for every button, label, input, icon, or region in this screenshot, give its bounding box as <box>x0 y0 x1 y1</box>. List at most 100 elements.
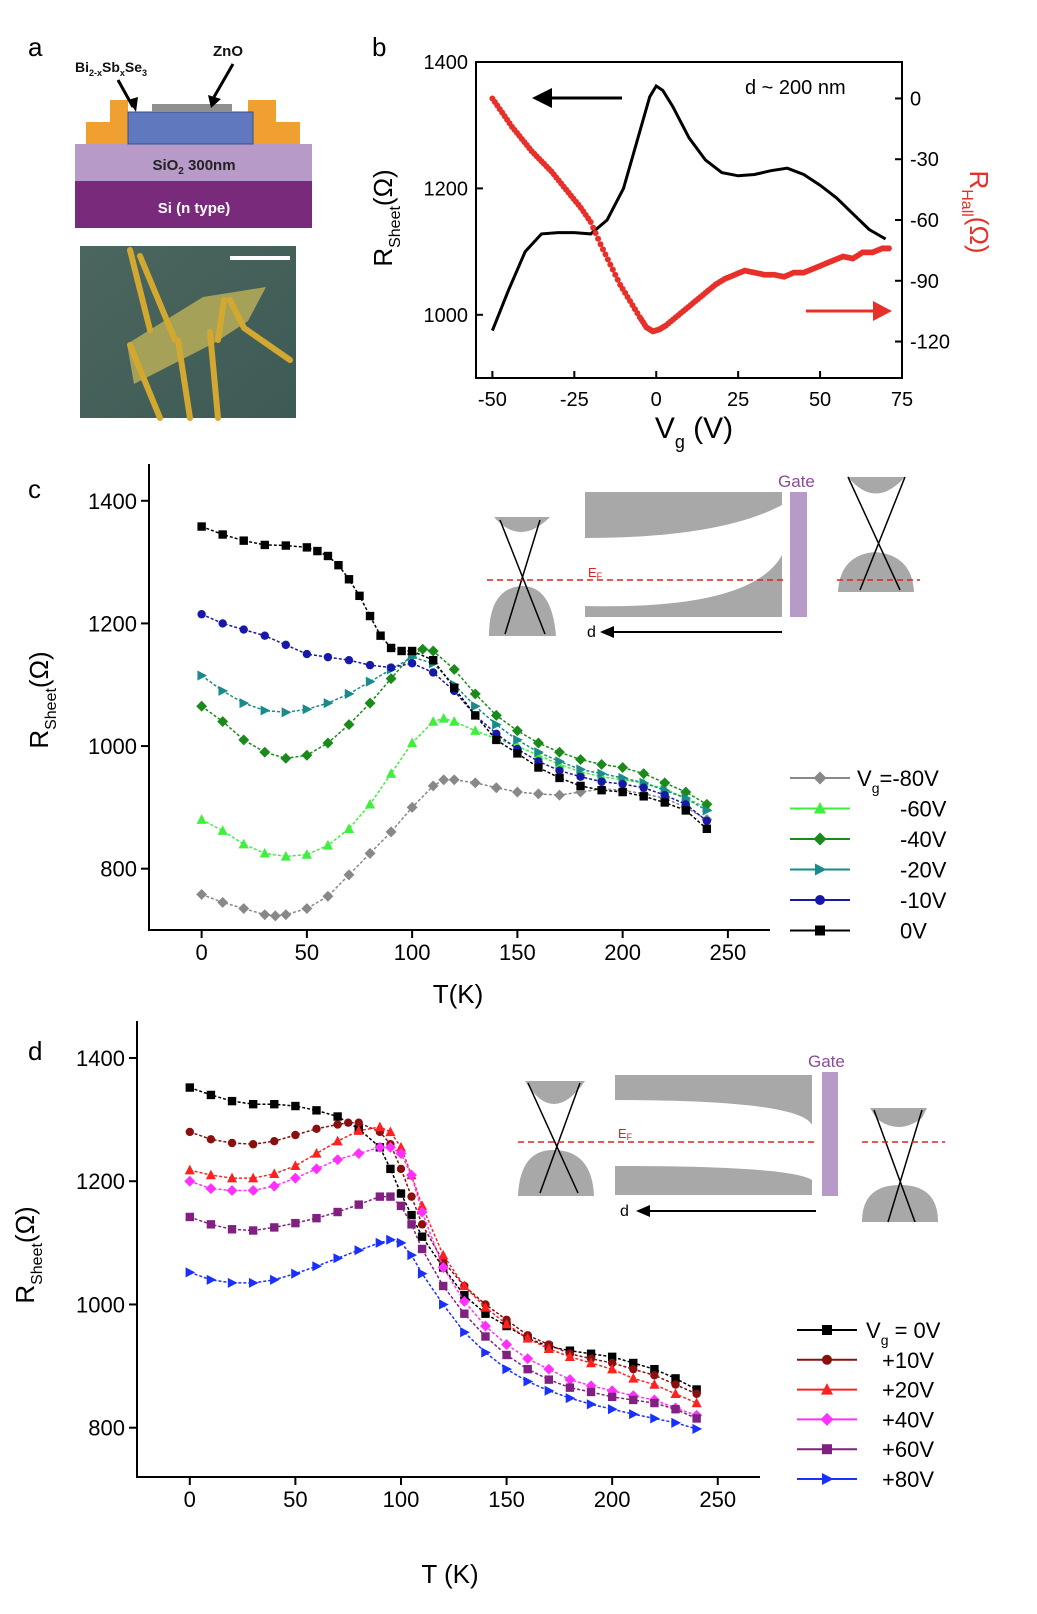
b-rhall-point <box>599 246 606 253</box>
d-data-point <box>185 1127 194 1137</box>
d-data-point <box>291 1218 300 1228</box>
material-pointer-head <box>128 97 138 112</box>
c-data-point <box>323 551 333 561</box>
d-data-point <box>270 1274 280 1285</box>
d-data-point <box>385 1126 396 1137</box>
sio2-layer <box>75 144 312 181</box>
d-data-point <box>564 1351 575 1362</box>
d-data-point <box>354 1118 363 1127</box>
b-y2-tick-label: -90 <box>910 271 939 293</box>
d-data-point <box>386 1192 395 1201</box>
d-y-axis-label: RSheet(Ω) <box>10 1206 46 1303</box>
b-rhall-point <box>612 271 619 278</box>
c-series-line <box>201 717 708 858</box>
d-legend-label: +40V <box>882 1407 934 1432</box>
d-d-label: d <box>620 1203 629 1220</box>
c-legend-marker <box>815 925 825 936</box>
d-data-point <box>607 1404 618 1415</box>
d-data-point <box>480 1302 491 1312</box>
d-data-point <box>479 1320 491 1332</box>
b-y2-tick-label: -30 <box>910 149 939 171</box>
c-data-point <box>575 786 587 798</box>
d-y-tick-label: 1200 <box>76 1169 125 1194</box>
c-data-point <box>471 701 481 712</box>
d-y-tick-label: 1400 <box>76 1046 125 1071</box>
d-legend-marker <box>821 1383 833 1395</box>
d-legend-label: Vg = 0V <box>866 1318 941 1348</box>
sio2-label: SiO2 300nm <box>152 157 235 177</box>
d-data-point <box>459 1280 470 1291</box>
d-data-point <box>312 1213 321 1223</box>
d-data-point <box>650 1364 659 1374</box>
b-y-tick-label: 1200 <box>424 178 469 200</box>
c-data-point <box>281 707 292 718</box>
d-data-point <box>586 1357 597 1368</box>
c-data-point <box>575 754 587 766</box>
c-data-point <box>365 660 375 670</box>
d-data-point <box>417 1220 427 1229</box>
d-data-point <box>439 1299 449 1310</box>
c-data-point <box>302 649 312 659</box>
d-data-point <box>438 1249 449 1260</box>
c-series-5 <box>197 522 712 834</box>
d-data-point <box>353 1125 364 1135</box>
c-data-point <box>471 711 480 720</box>
si-label: Si (n type) <box>158 200 231 217</box>
d-data-point <box>291 1130 300 1140</box>
c-data-point <box>576 781 585 791</box>
d-data-point <box>270 1136 279 1146</box>
c-x-tick-label: 150 <box>499 940 536 965</box>
c-data-point <box>448 774 460 786</box>
c-data-point <box>680 786 692 798</box>
d-data-point <box>206 1220 216 1229</box>
d-data-point <box>270 1099 279 1109</box>
d-data-point <box>395 1141 407 1152</box>
c-data-point <box>280 850 291 861</box>
c-data-point <box>238 838 249 849</box>
c-data-point <box>597 777 606 786</box>
c-data-point <box>238 734 250 746</box>
d-data-point <box>523 1364 532 1374</box>
d-legend-label: +20V <box>882 1378 934 1403</box>
d-data-point <box>543 1343 554 1354</box>
d-data-point <box>374 1141 386 1153</box>
c-data-point <box>596 758 608 770</box>
d-legend-marker <box>822 1325 832 1335</box>
d-data-point <box>333 1207 342 1217</box>
c-data-point <box>513 749 522 758</box>
b-rhall-point <box>614 276 621 283</box>
c-data-point <box>344 688 355 699</box>
d-data-point <box>501 1339 513 1350</box>
d-data-point <box>375 1192 385 1201</box>
c-series-0 <box>196 774 713 922</box>
b-x-tick-label: -25 <box>560 389 589 411</box>
c-data-point <box>639 792 648 801</box>
b-x-tick-label: -50 <box>478 389 507 411</box>
c-data-point <box>280 909 292 921</box>
d-data-point <box>607 1363 618 1374</box>
d-data-point <box>650 1371 659 1380</box>
d-data-point <box>650 1413 660 1424</box>
d-data-point <box>205 1169 216 1180</box>
c-data-point <box>427 645 439 657</box>
c-data-point <box>323 698 334 709</box>
b-x-tick-label: 75 <box>891 389 913 411</box>
c-series-2 <box>196 643 713 810</box>
c-data-point <box>364 697 376 709</box>
d-legend-label: +10V <box>882 1348 934 1373</box>
c-data-point <box>407 659 417 668</box>
plot-d-axes <box>136 1021 760 1478</box>
d-data-point <box>629 1409 639 1420</box>
c-left-cone-lower <box>489 586 556 636</box>
d-data-point <box>522 1332 533 1343</box>
si-substrate-layer <box>75 181 312 228</box>
b-rhall-point <box>590 224 597 231</box>
c-data-point <box>555 766 564 775</box>
d-data-point <box>268 1180 280 1192</box>
d-legend-label: +60V <box>882 1437 934 1462</box>
d-data-point <box>291 1268 301 1279</box>
d-data-point <box>332 1135 343 1146</box>
device-micrograph <box>80 246 296 421</box>
d-data-point <box>205 1183 217 1195</box>
d-data-point <box>290 1160 301 1171</box>
